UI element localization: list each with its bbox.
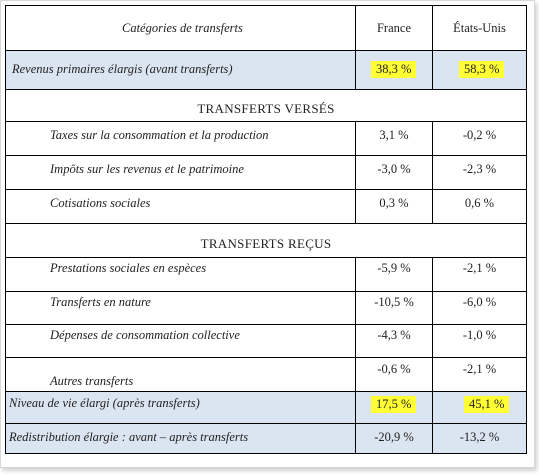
header-usa: États-Unis	[453, 21, 506, 35]
row-france: 3,1 %	[379, 128, 409, 142]
redistribution-row: Redistribution élargie : avant – après t…	[6, 423, 526, 453]
primary-income-row: Revenus primaires élargis (avant transfe…	[6, 50, 526, 90]
table-row: Dépenses de consommation collective -4,3…	[6, 324, 526, 357]
row-usa: -6,0 %	[462, 295, 497, 309]
primary-usa: 58,3 %	[459, 61, 505, 78]
row-label: Dépenses de consommation collective	[50, 328, 240, 342]
redistribution-france: -20,9 %	[374, 430, 414, 444]
row-usa: -0,2 %	[462, 128, 497, 142]
header-category: Catégories de transferts	[122, 21, 243, 35]
row-france: 0,3 %	[379, 196, 409, 210]
redistribution-usa: -13,2 %	[459, 430, 500, 444]
row-label: Prestations sociales en espèces	[50, 261, 207, 275]
table-row: Autres transferts -0,6 % -2,1 %	[6, 357, 526, 391]
living-label: Niveau de vie élargi (après transferts)	[9, 396, 200, 410]
primary-label: Revenus primaires élargis (avant transfe…	[12, 62, 233, 76]
row-usa: -2,1 %	[462, 261, 497, 275]
document-frame: Catégories de transferts France États-Un…	[0, 0, 535, 468]
paid-section-row: TRANSFERTS VERSÉS	[6, 91, 526, 121]
redistribution-label: Redistribution élargie : avant – après t…	[9, 430, 249, 444]
paid-section-title: TRANSFERTS VERSÉS	[197, 101, 335, 116]
table-row: Prestations sociales en espèces -5,9 % -…	[6, 257, 526, 291]
row-label: Cotisations sociales	[50, 196, 151, 210]
row-usa: -2,3 %	[462, 162, 497, 176]
row-usa: 0,6 %	[464, 196, 495, 210]
row-label: Taxes sur la consommation et la producti…	[50, 128, 269, 142]
row-label: Transferts en nature	[50, 295, 151, 309]
living-usa: 45,1 %	[464, 396, 510, 413]
row-france: -0,6 %	[377, 362, 411, 376]
row-france: -5,9 %	[377, 261, 411, 275]
header-row: Catégories de transferts France États-Un…	[6, 6, 526, 50]
table-row: Impôts sur les revenus et le patrimoine …	[6, 155, 526, 189]
row-france: -10,5 %	[374, 295, 414, 309]
living-standard-row: Niveau de vie élargi (après transferts) …	[6, 391, 526, 423]
row-label: Impôts sur les revenus et le patrimoine	[50, 162, 244, 176]
table-row: Cotisations sociales 0,3 % 0,6 %	[6, 189, 526, 223]
transfers-table: Catégories de transferts France États-Un…	[5, 5, 527, 454]
row-france: -3,0 %	[377, 162, 411, 176]
primary-france: 38,3 %	[371, 61, 417, 78]
row-usa: -1,0 %	[462, 328, 497, 342]
received-section-title: TRANSFERTS REÇUS	[200, 236, 332, 251]
row-france: -4,3 %	[377, 328, 411, 342]
header-france: France	[376, 21, 411, 35]
living-france: 17,5 %	[371, 396, 417, 413]
received-section-row: TRANSFERTS REÇUS	[6, 223, 526, 257]
table-row: Transferts en nature -10,5 % -6,0 %	[6, 291, 526, 324]
row-label: Autres transferts	[50, 374, 134, 388]
row-usa: -2,1 %	[462, 362, 497, 376]
table-row: Taxes sur la consommation et la producti…	[6, 121, 526, 155]
